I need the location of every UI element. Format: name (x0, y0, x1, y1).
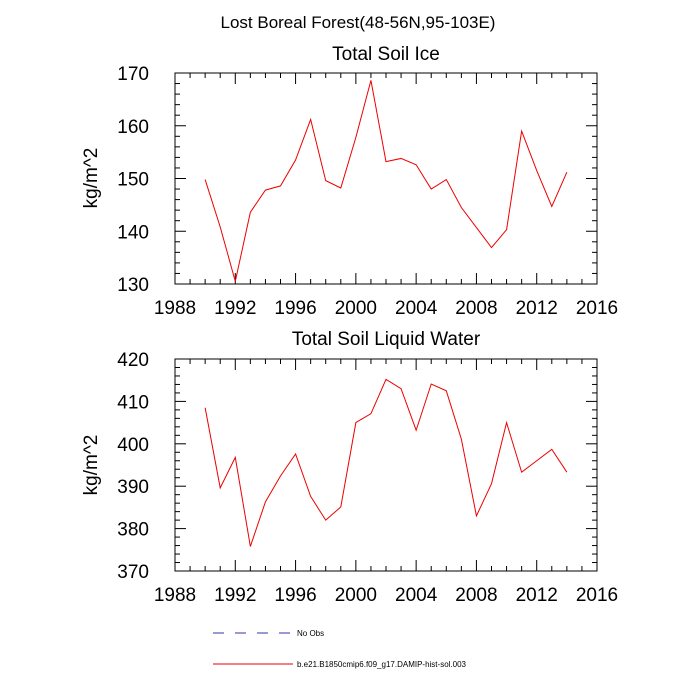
panel-total-soil-liquid-water: Total Soil Liquid Water kg/m^2 1988 1992 1… (81, 329, 618, 606)
x-tick-label: 1992 (214, 298, 256, 319)
y-tick-label: 130 (117, 275, 149, 296)
figure-title: Lost Boreal Forest(48-56N,95-103E) (221, 13, 496, 32)
legend: No Obs b.e21.B1850cmip6.f09_g17.DAMIP-hi… (213, 629, 467, 669)
y-axis-label-total-soil-liquid-water: kg/m^2 (81, 435, 102, 496)
y-tick-label: 420 (117, 350, 149, 371)
x-tick-label: 2012 (516, 298, 558, 319)
y-tick-label: 170 (117, 64, 149, 85)
panel-title-total-soil-liquid-water: Total Soil Liquid Water (292, 329, 481, 350)
x-tick-label: 2000 (335, 585, 377, 606)
x-tick-label: 2008 (455, 585, 497, 606)
plot-frame (174, 358, 598, 572)
x-tick-label: 2004 (395, 585, 438, 606)
legend-label-no-obs: No Obs (297, 629, 324, 638)
y-tick-label: 150 (117, 170, 149, 191)
panel-total-soil-ice: Total Soil Ice kg/m^2 1988 1992 1996 2000 20… (81, 44, 618, 319)
x-tick-label: 1996 (274, 298, 316, 319)
y-tick-label: 160 (117, 117, 149, 138)
x-tick-label: 1988 (154, 298, 196, 319)
y-tick-label: 140 (117, 222, 149, 243)
y-tick-label: 390 (117, 477, 149, 498)
x-tick-label: 2008 (455, 298, 497, 319)
x-tick-label: 1988 (154, 585, 196, 606)
y-tick-label: 410 (117, 392, 149, 413)
y-axis-label-total-soil-ice: kg/m^2 (81, 148, 102, 209)
x-tick-label: 2016 (576, 585, 618, 606)
x-tick-label: 1996 (274, 585, 316, 606)
x-tick-label: 1992 (214, 585, 256, 606)
x-tick-label: 2012 (516, 585, 558, 606)
y-tick-label: 400 (117, 435, 149, 456)
y-tick-label: 380 (117, 520, 149, 541)
panel-title-total-soil-ice: Total Soil Ice (332, 44, 440, 65)
x-tick-label: 2004 (395, 298, 438, 319)
x-tick-label: 2000 (335, 298, 377, 319)
plot-frame (174, 72, 598, 285)
y-tick-label: 370 (117, 562, 149, 583)
x-tick-label: 2016 (576, 298, 618, 319)
series-line (204, 80, 568, 282)
legend-label-model: b.e21.B1850cmip6.f09_g17.DAMIP-hist-sol.… (297, 660, 467, 669)
series-line (204, 378, 568, 547)
